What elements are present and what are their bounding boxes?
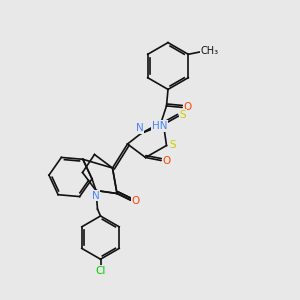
Text: N: N [136,123,143,133]
Text: O: O [132,196,140,206]
Text: S: S [180,110,186,120]
Text: O: O [183,102,192,112]
Text: O: O [162,155,171,166]
Text: N: N [92,191,99,201]
Text: S: S [169,140,176,150]
Text: O: O [132,196,140,206]
Text: HN: HN [152,121,167,131]
Text: Cl: Cl [95,266,106,276]
Text: N: N [92,191,99,201]
Text: CH₃: CH₃ [201,46,219,56]
